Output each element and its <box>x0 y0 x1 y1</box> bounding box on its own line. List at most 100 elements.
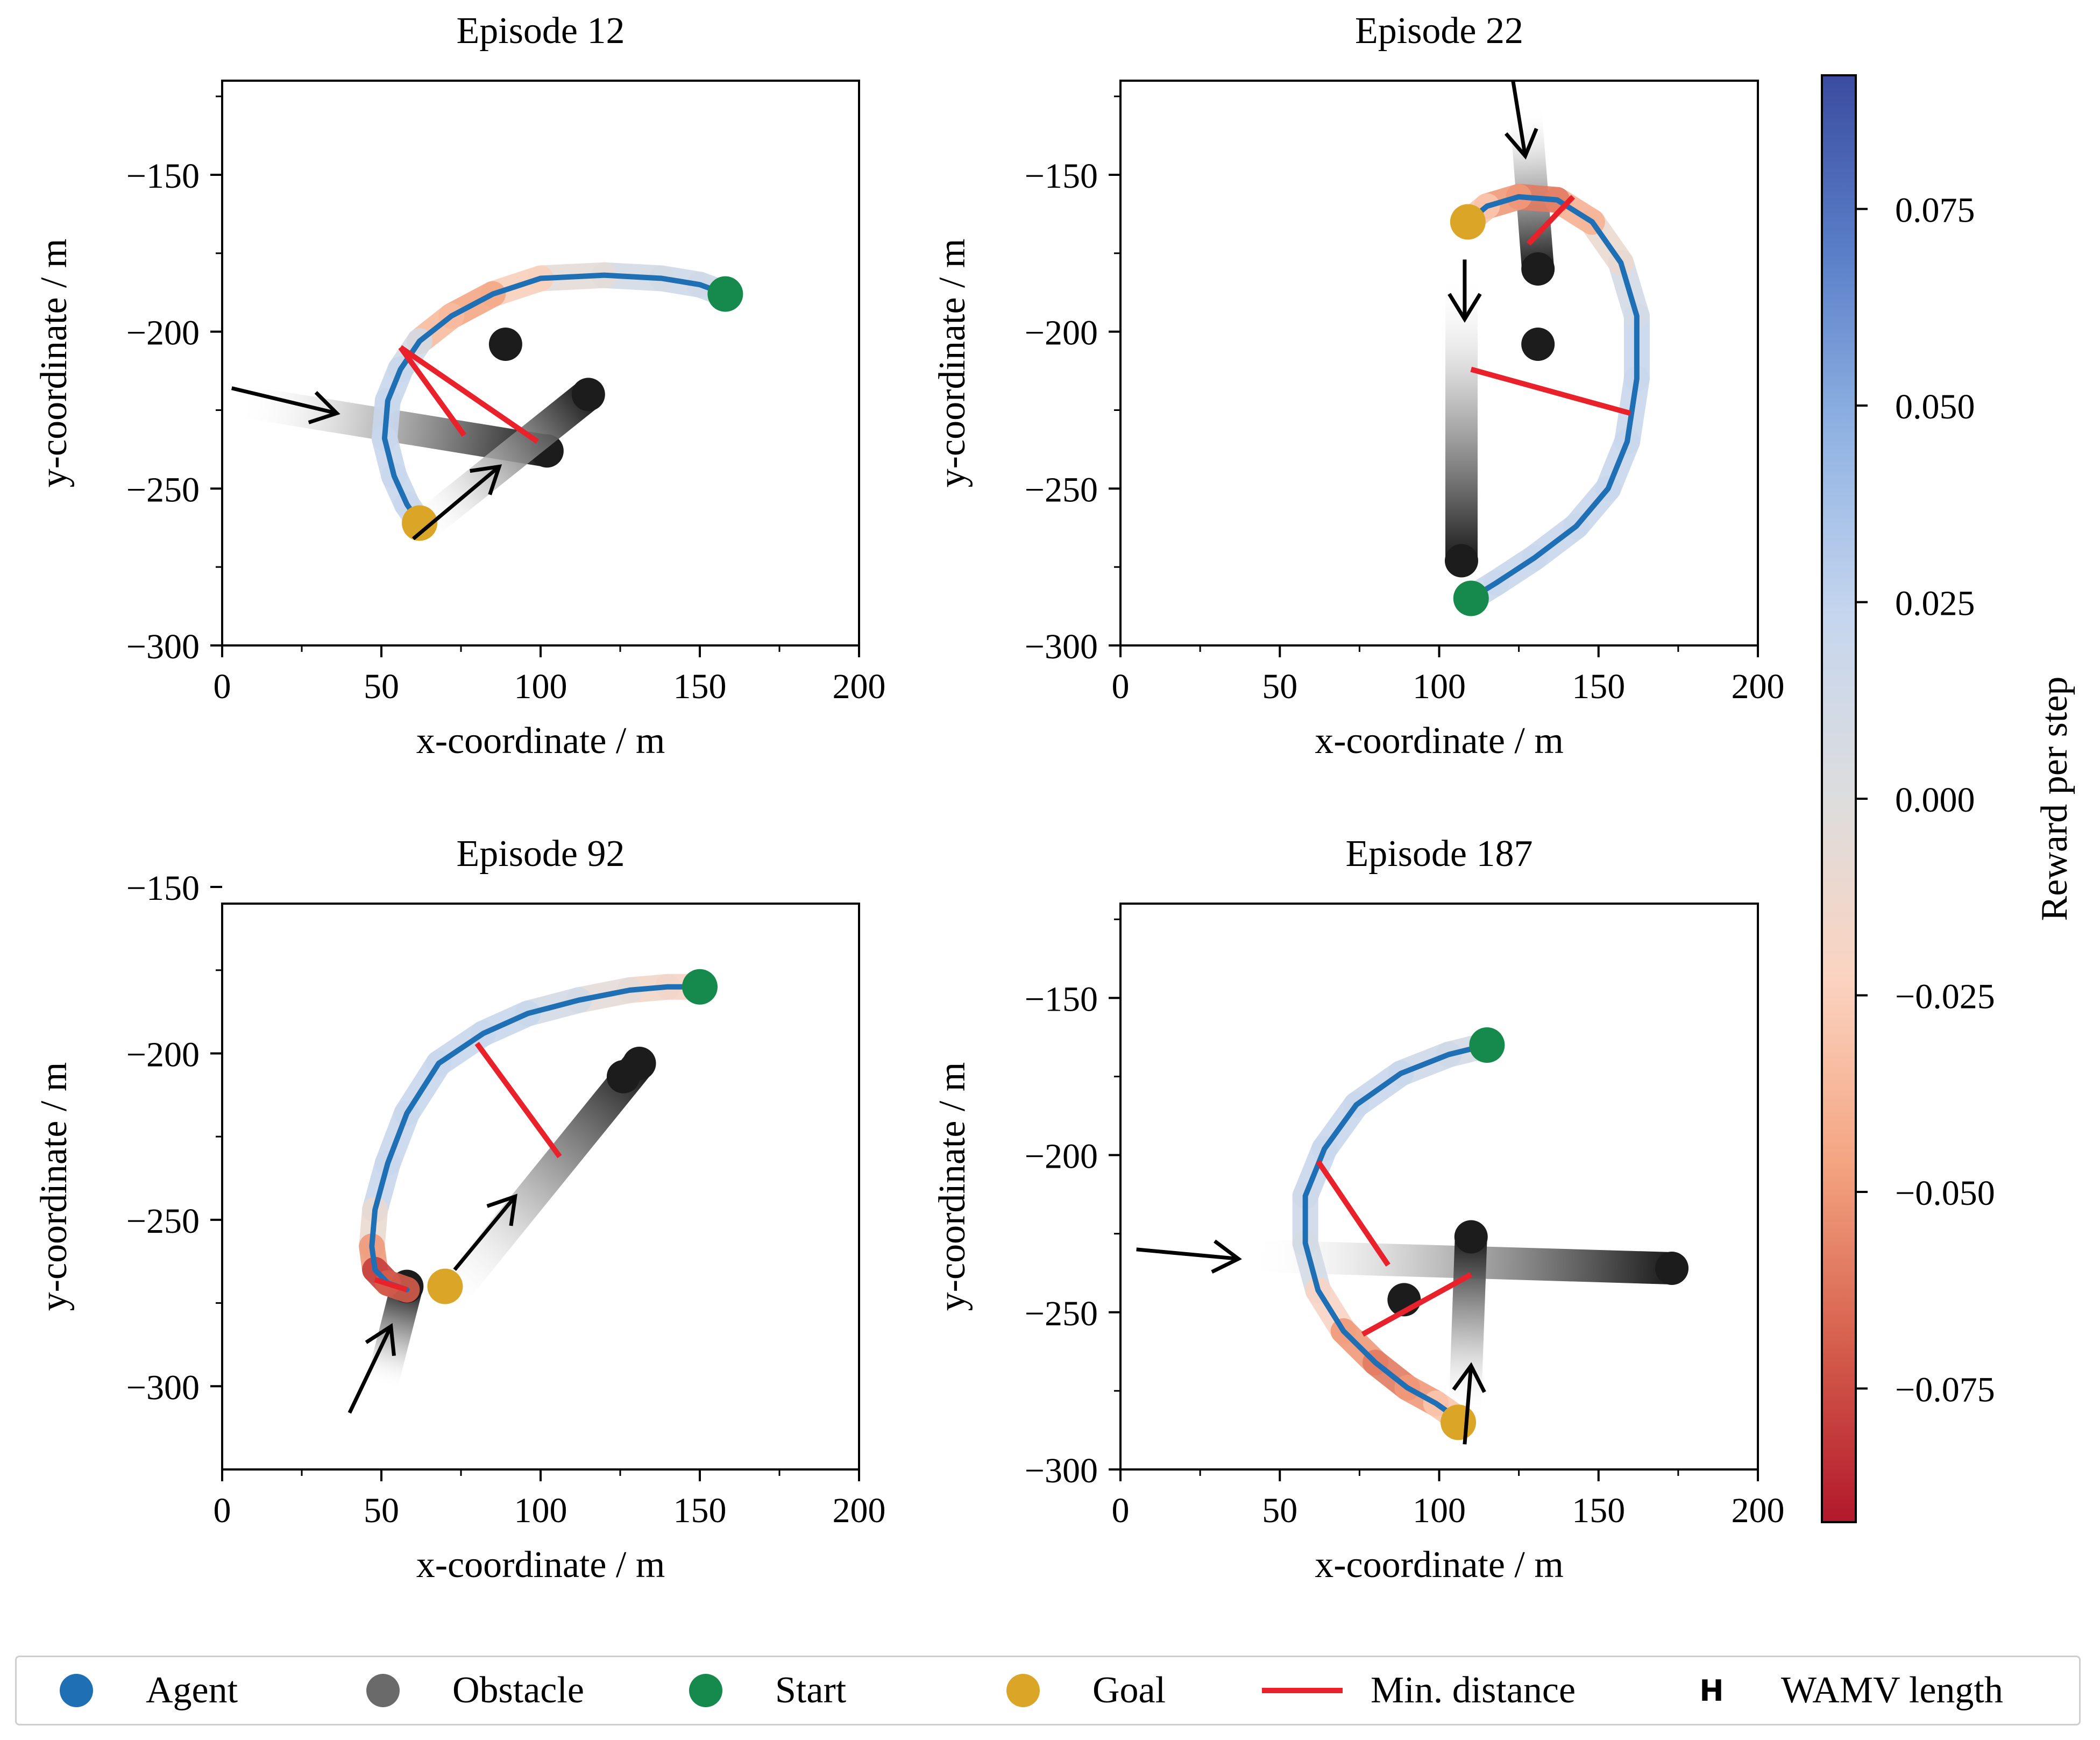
arrow-head <box>1452 1362 1486 1393</box>
agent-path <box>1302 1042 1490 1422</box>
arrow-head <box>470 464 502 495</box>
y-tick-label: −250 <box>126 1202 200 1241</box>
colorbar: 0.075 0.050 0.025 0.000 −0.025 −0.050 −0.075 Re… <box>1821 74 2075 1523</box>
colorbar-tick-label: 0.025 <box>1895 584 1975 623</box>
obstacle-trail <box>432 1053 652 1313</box>
direction-arrow <box>453 1194 517 1271</box>
colorbar-tick-label: 0.075 <box>1895 191 1975 230</box>
legend-label-start: Start <box>775 1670 847 1711</box>
goal-swatch <box>1006 1674 1040 1707</box>
y-axis-label: y-coordinate / m <box>33 1062 75 1311</box>
y-axis-label: y-coordinate / m <box>932 239 973 488</box>
y-tick-label: −150 <box>126 157 200 196</box>
x-tick-label: 50 <box>364 667 399 706</box>
y-axis-label: y-coordinate / m <box>932 1062 973 1311</box>
legend-item-start: Start <box>689 1657 846 1724</box>
agent-path <box>381 272 728 526</box>
min-distance-line <box>1470 366 1631 416</box>
legend-label-wamv-length: WAMV length <box>1781 1670 2003 1711</box>
y-tick-label: −300 <box>1025 1451 1098 1490</box>
legend-label-goal: Goal <box>1092 1670 1166 1711</box>
direction-arrow <box>1448 259 1482 323</box>
x-tick-label: 200 <box>1732 667 1785 706</box>
min-distance-line <box>1526 195 1575 246</box>
colorbar-bar <box>1821 74 1857 1523</box>
min-distance-swatch <box>1262 1688 1343 1693</box>
x-tick-label: 100 <box>514 1491 567 1530</box>
colorbar-label: Reward per step <box>2034 677 2075 921</box>
obstacle-marker <box>571 378 605 411</box>
colorbar-tick-label: 0.000 <box>1895 780 1975 820</box>
min-distance-line <box>374 1277 408 1292</box>
legend-item-min-distance: Min. distance <box>1262 1657 1576 1724</box>
start-marker <box>682 969 718 1005</box>
x-axis-label: x-coordinate / m <box>1315 720 1564 762</box>
legend-label-min-distance: Min. distance <box>1371 1670 1576 1711</box>
panel-episode-4: 0 50 100 150 200 −150 −200 −250 −300 Episode 187 x… <box>932 833 1785 1586</box>
plot-area <box>231 262 743 542</box>
x-tick-label: 50 <box>1262 1491 1297 1530</box>
obstacle-marker <box>1655 1251 1689 1285</box>
obstacle-marker <box>1454 1220 1488 1254</box>
agent-path <box>1465 194 1640 601</box>
legend-item-obstacle: Obstacle <box>366 1657 584 1724</box>
wamv-length-icon: H <box>1699 1673 1724 1708</box>
plot-area <box>1444 81 1650 616</box>
arrow-shaft <box>412 465 501 541</box>
obstacle-marker <box>606 1060 640 1093</box>
min-distance-line <box>474 1041 562 1159</box>
y-tick-label: −150 <box>126 869 200 908</box>
x-tick-label: 150 <box>673 667 727 706</box>
min-distance-line <box>1361 1272 1473 1337</box>
direction-arrow <box>231 386 340 424</box>
direction-arrow <box>1504 81 1538 160</box>
y-tick-label: −250 <box>126 470 200 509</box>
colorbar-tick-label: 0.050 <box>1895 387 1975 427</box>
y-tick-label: −300 <box>126 1368 200 1407</box>
obstacle-swatch <box>366 1674 400 1707</box>
x-tick-label: 0 <box>214 1491 231 1530</box>
legend-label-agent: Agent <box>146 1670 238 1711</box>
y-tick-label: −150 <box>1025 157 1098 196</box>
arrow-head <box>1448 293 1482 323</box>
axes-frame <box>1119 80 1759 647</box>
agent-swatch <box>60 1674 93 1707</box>
arrow-head <box>1504 127 1538 160</box>
x-axis-label: x-coordinate / m <box>416 1544 665 1586</box>
arrow-shaft <box>231 386 337 415</box>
min-distance-line <box>1316 1160 1390 1267</box>
x-tick-label: 150 <box>1572 1491 1625 1530</box>
goal-marker <box>1441 1404 1477 1440</box>
goal-marker <box>402 505 438 541</box>
colorbar-tick-label: −0.050 <box>1895 1174 1995 1213</box>
arrow-shaft <box>347 1325 393 1414</box>
panel-title: Episode 187 <box>1345 833 1533 875</box>
x-tick-label: 200 <box>833 667 886 706</box>
x-axis-label: x-coordinate / m <box>416 720 665 762</box>
obstacle-marker <box>488 328 522 361</box>
direction-arrow <box>347 1323 396 1414</box>
plot-area <box>347 969 718 1414</box>
obstacle-marker <box>1521 328 1555 361</box>
x-tick-label: 100 <box>1413 667 1466 706</box>
start-swatch <box>689 1674 722 1707</box>
y-tick-label: −250 <box>1025 1294 1098 1333</box>
legend-item-agent: Agent <box>60 1657 238 1724</box>
arrow-head <box>365 1323 396 1356</box>
arrow-shaft <box>1463 1365 1473 1445</box>
direction-arrow <box>1452 1362 1486 1445</box>
panel-episode-3: 0 50 100 150 200 −150 −200 −250 −300 Episode 92 x-… <box>33 833 886 1586</box>
min-distance-line <box>398 345 466 437</box>
y-tick-label: −300 <box>1025 627 1098 666</box>
panel-title: Episode 22 <box>1355 10 1523 52</box>
arrow-head <box>308 391 340 424</box>
direction-arrow <box>1136 1239 1242 1274</box>
obstacle-trail <box>409 381 599 542</box>
x-tick-label: 50 <box>364 1491 399 1530</box>
y-tick-label: −200 <box>1025 314 1098 353</box>
obstacle-marker <box>1521 252 1555 286</box>
min-distance-line <box>399 345 539 444</box>
x-tick-label: 50 <box>1262 667 1297 706</box>
start-marker <box>1469 1027 1505 1063</box>
